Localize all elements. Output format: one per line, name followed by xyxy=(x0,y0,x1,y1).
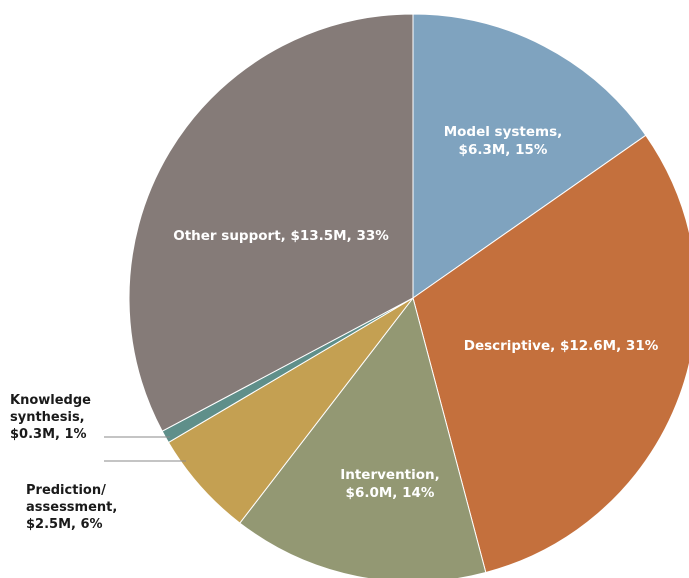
slice-label: Descriptive, $12.6M, 31% xyxy=(464,338,659,354)
slice-label-line: Descriptive, $12.6M, 31% xyxy=(464,338,659,354)
slice-label: Intervention, $6.0M, 14% xyxy=(340,467,440,501)
slice-label-line: Other support, $13.5M, 33% xyxy=(173,228,389,244)
slice-label-line: assessment, xyxy=(26,500,117,515)
slice-label-line: $0.3M, 1% xyxy=(10,427,87,442)
slice-label-line: $6.0M, 14% xyxy=(346,485,435,501)
slice-label-line: Intervention, xyxy=(340,467,440,483)
slice-label-line: Model systems, xyxy=(444,124,563,140)
slice-label: Prediction/assessment, $2.5M, 6% xyxy=(26,483,117,532)
slice-label: Model systems, $6.3M, 15% xyxy=(444,124,563,158)
pie-slices xyxy=(128,13,689,578)
slice-label-line: Prediction/ xyxy=(26,483,106,498)
slice-label-line: $6.3M, 15% xyxy=(459,142,548,158)
pie-slice xyxy=(412,13,647,299)
slice-labels: Model systems, $6.3M, 15% Descriptive, $12… xyxy=(10,124,659,532)
pie-slice xyxy=(128,13,414,432)
slice-label-line: synthesis, xyxy=(10,410,85,425)
pie-slice xyxy=(412,134,689,574)
leader-lines xyxy=(104,436,186,462)
slice-label: Knowledge synthesis, $0.3M, 1% xyxy=(10,393,91,442)
slice-label: Other support, $13.5M, 33% xyxy=(173,228,389,244)
slice-label-line: Knowledge xyxy=(10,393,91,408)
slice-label-line: $2.5M, 6% xyxy=(26,517,103,532)
